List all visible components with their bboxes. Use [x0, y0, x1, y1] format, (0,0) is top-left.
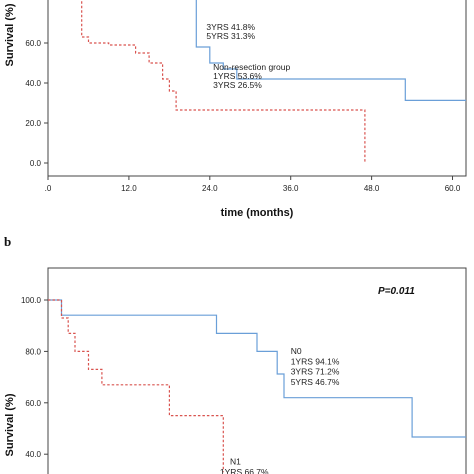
series-line-series-0	[195, 0, 466, 101]
y-tick-label: 60.0	[25, 399, 41, 408]
curve-annotation: N0	[291, 346, 302, 356]
panel-b-letter: b	[4, 234, 11, 249]
panel-b-p-value: P=0.011	[378, 286, 415, 297]
panel-b-y-axis-label: Survival (%)	[4, 393, 16, 456]
panel-a-y-axis-label: Survival (%)	[4, 3, 16, 66]
y-tick-label: 80.0	[25, 347, 41, 356]
panel-a-x-axis-label: time (months)	[221, 207, 294, 219]
y-tick-label: 100.0	[21, 296, 42, 305]
x-tick-label: 60.0	[445, 184, 461, 193]
series-line-n1	[48, 299, 224, 473]
series-line-n0	[48, 299, 466, 438]
curve-annotation: 1YRS 94.1%	[291, 356, 340, 366]
x-tick-label: 12.0	[121, 184, 137, 193]
curve-annotation: 3YRS 41.8%	[206, 22, 255, 32]
y-tick-label: 0.0	[30, 159, 42, 168]
curve-annotation: Non-resection group	[213, 62, 290, 72]
series-line-non-resection-group	[81, 0, 366, 163]
x-tick-label: 48.0	[364, 184, 380, 193]
y-tick-label: 20.0	[25, 119, 41, 128]
x-tick-label: 24.0	[202, 184, 218, 193]
y-tick-label: 40.0	[25, 79, 41, 88]
y-tick-label: 40.0	[25, 450, 41, 459]
curve-annotation: N1	[230, 456, 241, 466]
curve-annotation: 1YRS 53.6%	[213, 71, 262, 81]
x-tick-label: .0	[45, 184, 52, 193]
curve-annotation: 3YRS 71.2%	[291, 367, 340, 377]
curve-annotation: 1YRS 66.7%	[220, 467, 269, 474]
panel-a-plot-frame	[47, 0, 467, 177]
panel-b-plot-frame	[47, 267, 467, 474]
curve-annotation: 5YRS 31.3%	[206, 31, 255, 41]
curve-annotation: 3YRS 26.5%	[213, 80, 262, 90]
y-tick-label: 60.0	[25, 39, 41, 48]
x-tick-label: 36.0	[283, 184, 299, 193]
curve-annotation: 5YRS 46.7%	[291, 377, 340, 387]
panel-a-chart: 60.0 40.0 20.0 0.0 .0 12.0 24.0 36.0 48.0 60.0 3Y…	[4, 0, 467, 219]
